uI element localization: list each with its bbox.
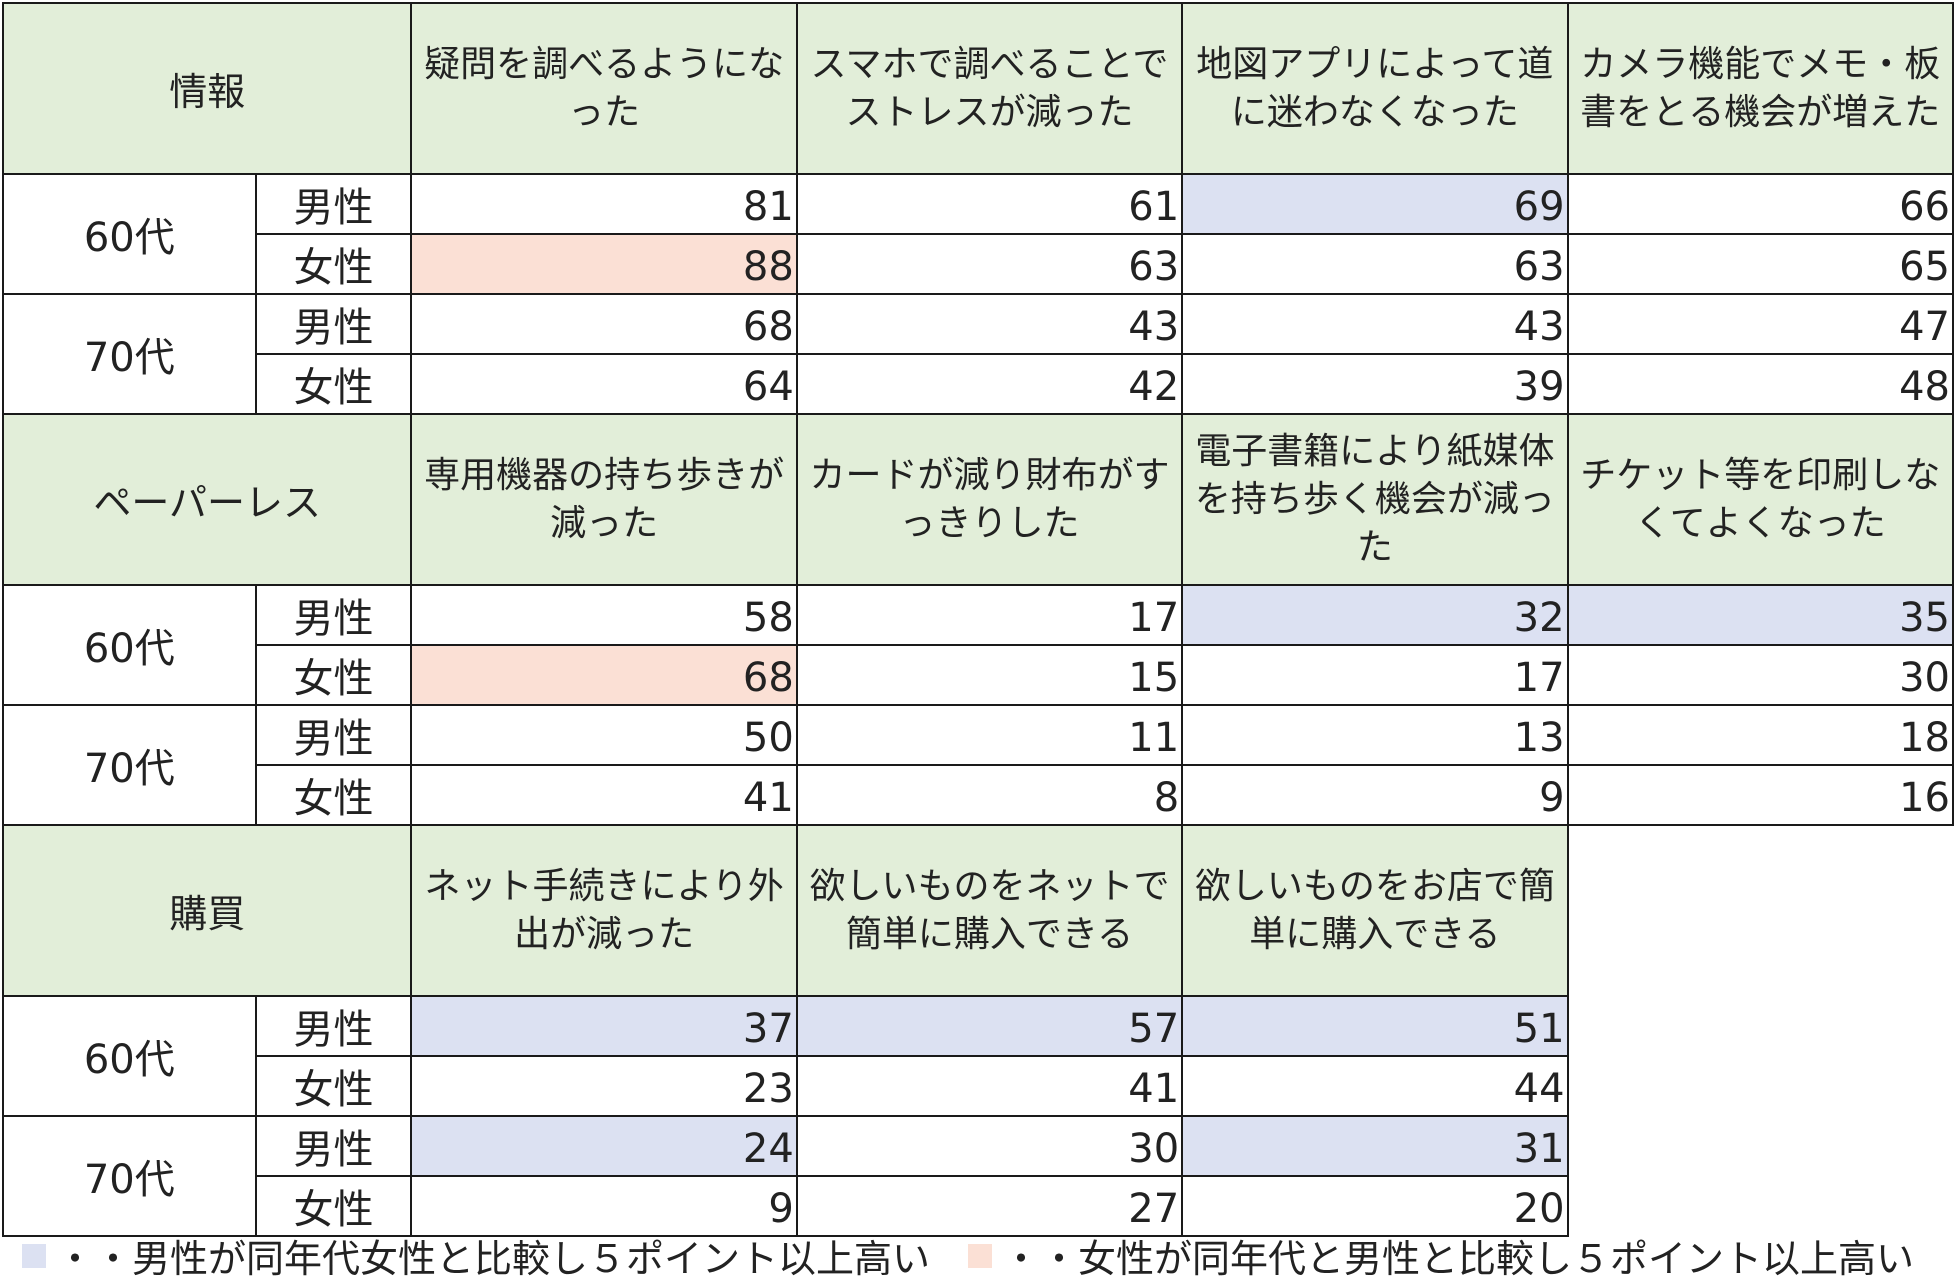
value-cell: 43 [795,293,1184,355]
value-cell: 50 [410,704,798,766]
value-cell: 16 [1566,764,1954,826]
value-cell: 58 [410,584,798,646]
gender-label: 男性 [254,704,413,766]
legend: ・・男性が同年代女性と比較し５ポイント以上高い ・・女性が同年代と男性と比較し５… [22,1228,1914,1283]
value-cell: 81 [410,173,798,235]
table-row: 60代 男性 37 57 51 [2,995,1953,1117]
male-legend-text: ・・男性が同年代女性と比較し５ポイント以上高い [56,1237,931,1281]
question-header: ネット手続きにより外出が減った [410,824,798,997]
value-cell: 47 [1566,293,1954,355]
value-cell: 66 [1566,173,1954,235]
table-row: 女性 9 27 20 [3,1175,1953,1237]
age-label: 60代 [2,173,257,295]
question-header: 欲しいものをお店で簡単に購入できる [1181,824,1569,997]
value-cell: 43 [1181,293,1569,355]
age-label: 70代 [2,704,257,826]
question-header: カメラ機能でメモ・板書をとる機会が増えた [1566,2,1954,175]
value-cell: 15 [795,644,1184,706]
value-cell: 68 [410,293,798,355]
results-table: 情報 疑問を調べるようになった スマホで調べることでストレスが減った 地図アプリによっ… [1,2,1954,1237]
question-header: 疑問を調べるようになった [410,2,798,175]
value-cell: 44 [1181,1055,1569,1117]
value-cell: 30 [795,1115,1184,1177]
value-cell: 57 [795,995,1184,1057]
category-header: 購買 [1,824,413,997]
empty-cell [1568,1176,1953,1236]
table-row: 70代 男性 24 30 31 [2,1115,1953,1237]
value-cell: 30 [1566,644,1954,706]
gender-label: 男性 [254,293,413,355]
value-cell: 42 [795,353,1184,415]
question-header: 専用機器の持ち歩きが減った [410,413,798,586]
value-cell: 24 [410,1115,798,1177]
question-header: カードが減り財布がすっきりした [795,413,1184,586]
gender-label: 男性 [254,1115,413,1177]
question-header: チケット等を印刷しなくてよくなった [1566,413,1954,586]
gender-label: 女性 [254,233,413,295]
table-row: 60代 男性 58 17 32 35 [2,584,1954,706]
value-cell: 9 [410,1175,798,1237]
age-label: 60代 [2,995,257,1117]
empty-cell [1568,1056,1953,1116]
value-cell: 35 [1566,584,1954,646]
value-cell: 69 [1181,173,1569,235]
empty-cell [1568,996,1953,1056]
gender-label: 女性 [254,644,413,706]
value-cell: 64 [410,353,798,415]
value-cell: 20 [1181,1175,1569,1237]
value-cell: 9 [1181,764,1569,826]
value-cell: 17 [1181,644,1569,706]
question-header: スマホで調べることでストレスが減った [795,2,1184,175]
value-cell: 61 [795,173,1184,235]
value-cell: 8 [795,764,1184,826]
table-row: 70代 男性 50 11 13 18 [2,704,1954,826]
gender-label: 女性 [254,1055,413,1117]
table-row: 女性 64 42 39 48 [3,353,1954,415]
value-cell: 31 [1181,1115,1569,1177]
value-cell: 18 [1566,704,1954,766]
category-header: 情報 [1,2,413,175]
gender-label: 女性 [254,764,413,826]
table-row: 70代 男性 68 43 43 47 [2,293,1954,415]
question-header: 欲しいものをネットで簡単に購入できる [795,824,1184,997]
value-cell: 41 [410,764,798,826]
value-cell: 37 [410,995,798,1057]
value-cell: 11 [795,704,1184,766]
gender-label: 男性 [254,995,413,1057]
value-cell: 51 [1181,995,1569,1057]
female-legend-swatch [968,1243,993,1268]
value-cell: 63 [1181,233,1569,295]
value-cell: 41 [795,1055,1184,1117]
category-header: ペーパーレス [1,413,413,586]
question-header: 地図アプリによって道に迷わなくなった [1181,2,1569,175]
empty-cell [1568,1116,1953,1176]
question-header: 電子書籍により紙媒体を持ち歩く機会が減った [1181,413,1569,586]
table-row: 女性 23 41 44 [3,1055,1953,1117]
value-cell: 48 [1566,353,1954,415]
table-row: 女性 41 8 9 16 [3,764,1954,826]
age-label: 60代 [2,584,257,706]
empty-cell [1568,825,1953,996]
gender-label: 男性 [254,173,413,235]
female-legend-text: ・・女性が同年代と男性と比較し５ポイント以上高い [1002,1237,1915,1281]
age-label: 70代 [2,1115,257,1237]
value-cell: 63 [795,233,1184,295]
value-cell: 39 [1181,353,1569,415]
age-label: 70代 [2,293,257,415]
value-cell: 27 [795,1175,1184,1237]
table-row: 60代 男性 81 61 69 66 [2,173,1954,295]
value-cell: 17 [795,584,1184,646]
table-row: 女性 88 63 63 65 [3,233,1954,295]
table-row: 女性 68 15 17 30 [3,644,1954,706]
gender-label: 女性 [254,1175,413,1237]
value-cell: 13 [1181,704,1569,766]
gender-label: 男性 [254,584,413,646]
value-cell: 68 [410,644,798,706]
value-cell: 88 [410,233,798,295]
male-legend-swatch [22,1243,46,1268]
value-cell: 23 [410,1055,798,1117]
gender-label: 女性 [254,353,413,415]
value-cell: 65 [1566,233,1954,295]
value-cell: 32 [1181,584,1569,646]
